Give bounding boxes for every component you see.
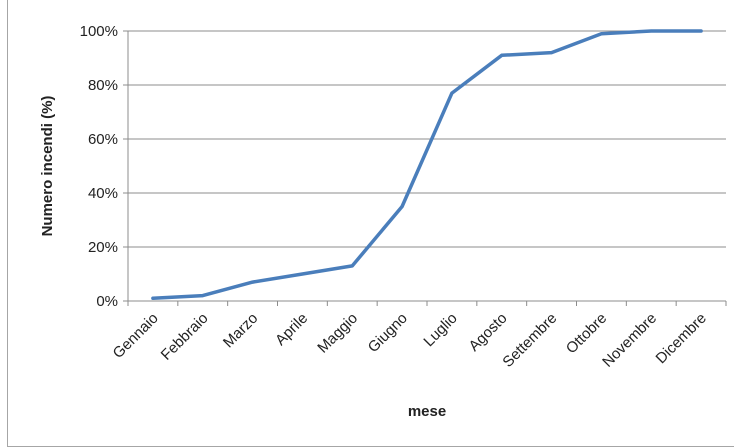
y-tick-labels: 0% 20% 40% 60% 80% 100%	[80, 23, 118, 310]
x-tick-label-2: Marzo	[220, 310, 261, 351]
x-tick-label-7: Agosto	[466, 310, 511, 355]
x-tick-label-0: Gennaio	[110, 310, 162, 362]
series-line-0	[151, 29, 703, 301]
data-point-3	[300, 272, 304, 276]
gridlines	[128, 30, 726, 248]
axes	[123, 30, 727, 306]
x-tick-label-6: Luglio	[420, 310, 460, 350]
data-point-4	[350, 264, 354, 268]
data-point-9	[599, 32, 603, 36]
y-axis-title: Numero incendi (%)	[39, 96, 56, 237]
y-tick-label-2: 40%	[88, 185, 118, 202]
data-point-7	[500, 53, 504, 57]
x-tick-label-4: Maggio	[314, 310, 361, 357]
data-point-5	[400, 205, 404, 208]
data-point-6	[450, 91, 454, 95]
x-tick-label-1: Febbraio	[158, 310, 212, 364]
y-tick-label-1: 20%	[88, 239, 118, 256]
x-axis-title: mese	[408, 403, 446, 420]
x-tick-label-8: Settembre	[499, 310, 560, 371]
data-point-11	[699, 29, 703, 33]
data-point-8	[550, 51, 554, 55]
data-point-2	[251, 280, 255, 284]
y-tick-label-4: 80%	[88, 77, 118, 94]
x-tick-label-5: Giugno	[365, 310, 411, 356]
x-tick-label-3: Aprile	[272, 310, 311, 349]
y-tick-label-0: 0%	[96, 293, 118, 310]
y-tick-label-3: 60%	[88, 131, 118, 148]
x-tick-label-11: Dicembre	[653, 310, 710, 367]
data-point-0	[151, 296, 155, 300]
series-layer	[151, 29, 703, 301]
data-point-1	[201, 294, 205, 298]
x-tick-label-9: Ottobre	[563, 310, 610, 357]
data-point-10	[649, 29, 653, 33]
chart-frame	[7, 0, 734, 447]
y-tick-label-5: 100%	[80, 23, 118, 40]
x-tick-label-10: Novembre	[599, 310, 660, 371]
